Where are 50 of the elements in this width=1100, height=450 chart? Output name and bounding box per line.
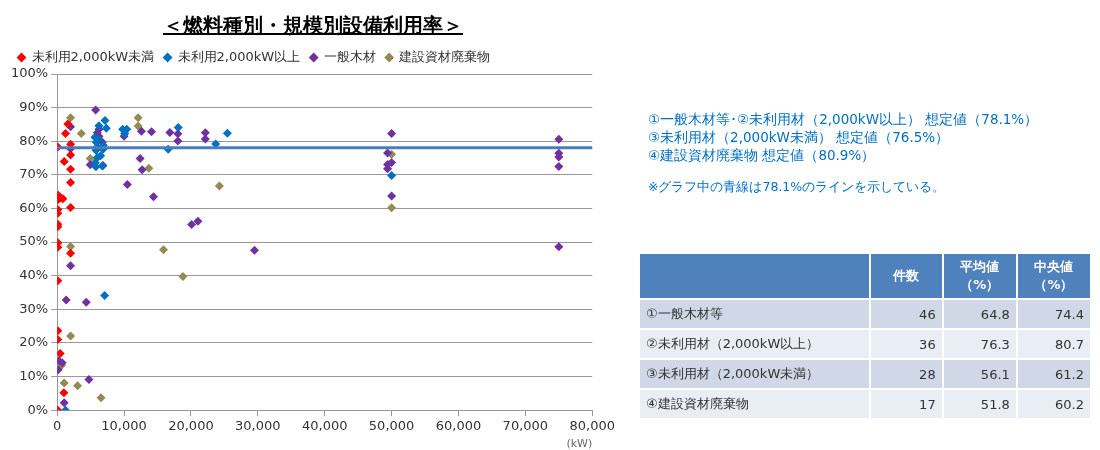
y-tick-label: 100% bbox=[10, 65, 49, 81]
legend-label: 一般木材 bbox=[323, 48, 376, 64]
legend-label: 未利用2,000kW以上 bbox=[177, 48, 301, 64]
series-label: 中央値（%） bbox=[1017, 254, 1090, 298]
category-label: ④建設資材廃棄物 bbox=[640, 390, 870, 418]
data-label: 74.4 bbox=[1017, 300, 1090, 328]
data-label: 64.8 bbox=[943, 300, 1016, 328]
y-tick-label: 70% bbox=[19, 166, 49, 182]
legend-label: 建設資材廃棄物 bbox=[398, 48, 491, 64]
x-tick-label: 80,000 bbox=[569, 418, 616, 434]
data-label: 51.8 bbox=[943, 390, 1016, 418]
text: ④建設資材廃棄物 想定値（80.9%） bbox=[648, 146, 877, 164]
category-label: ①一般木材等 bbox=[640, 300, 870, 328]
data-label: 46 bbox=[871, 300, 942, 328]
x-tick-label: 30,000 bbox=[235, 418, 281, 434]
text: ①一般木材等･②未利用材（2,000kW以上） 想定値（78.1%） bbox=[648, 110, 1040, 128]
data-label: 56.1 bbox=[943, 360, 1016, 388]
x-tick-label: 20,000 bbox=[168, 418, 214, 434]
data-label: 28 bbox=[871, 360, 942, 388]
chart-title: ＜燃料種別・規模別設備利用率＞ bbox=[162, 12, 464, 39]
y-tick-label: 20% bbox=[19, 334, 49, 350]
data-label: 61.2 bbox=[1017, 360, 1090, 388]
data-label: 36 bbox=[871, 330, 942, 358]
text: ③未利用材（2,000kW未満） 想定値（76.5%） bbox=[648, 128, 951, 146]
x-tick-label: 0 bbox=[53, 418, 62, 434]
y-tick-label: 80% bbox=[19, 132, 49, 148]
data-label: 60.2 bbox=[1017, 390, 1090, 418]
data-label: 76.3 bbox=[943, 330, 1016, 358]
text: ※グラフ中の青線は78.1%のラインを示している。 bbox=[648, 178, 947, 196]
y-tick-label: 90% bbox=[19, 99, 49, 114]
y-tick-label: 50% bbox=[19, 233, 49, 249]
x-tick-label: 50,000 bbox=[368, 418, 415, 434]
y-tick-label: 10% bbox=[19, 367, 49, 383]
series-label: 平均値（%） bbox=[943, 254, 1016, 298]
series-label: 件数 bbox=[871, 254, 942, 298]
data-label: 80.7 bbox=[1017, 330, 1090, 358]
legend-label: 未利用2,000kW未満 bbox=[31, 48, 155, 64]
x-tick-label: 10,000 bbox=[101, 418, 147, 434]
x-tick-label: 70,000 bbox=[502, 418, 549, 434]
category-label: ③未利用材（2,000kW未満） bbox=[640, 360, 870, 388]
y-tick-label: 40% bbox=[19, 267, 49, 283]
y-tick-label: 0% bbox=[27, 401, 49, 417]
x-tick-label: 60,000 bbox=[435, 418, 482, 434]
x-tick-label: 40,000 bbox=[301, 418, 348, 434]
y-tick-label: 60% bbox=[19, 199, 49, 215]
table-header: 件数 平均値（%） 中央値（%） bbox=[640, 254, 1090, 298]
category-label: ②未利用材（2,000kW以上） bbox=[640, 330, 870, 358]
data-label: 17 bbox=[871, 390, 942, 418]
x-axis-title: (kW) bbox=[566, 437, 593, 450]
y-tick-label: 30% bbox=[19, 300, 49, 316]
